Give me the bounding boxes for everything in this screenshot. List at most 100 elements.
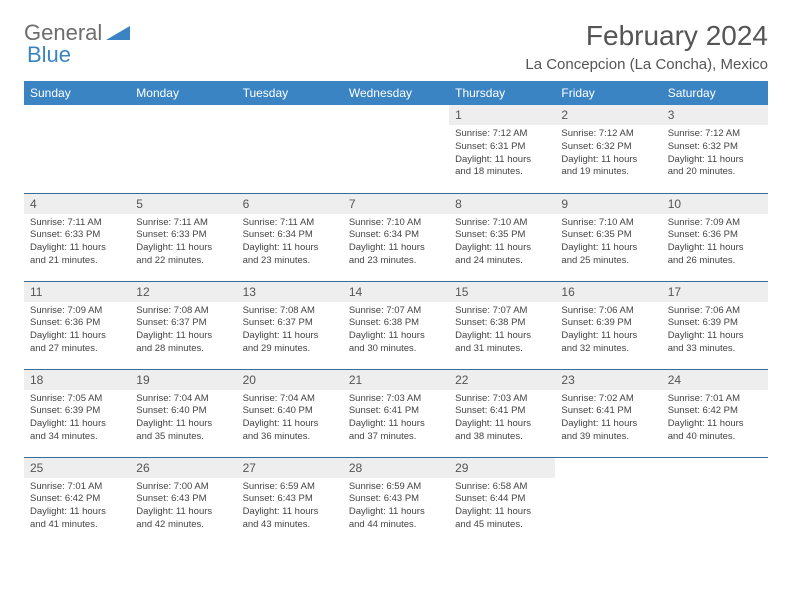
day-number: 13 <box>237 282 343 302</box>
day-number: 11 <box>24 282 130 302</box>
day-number: 9 <box>555 194 661 214</box>
day-number: 24 <box>662 370 768 390</box>
day-number: 6 <box>237 194 343 214</box>
calendar-day-cell: 14Sunrise: 7:07 AMSunset: 6:38 PMDayligh… <box>343 281 449 369</box>
calendar-day-cell: 8Sunrise: 7:10 AMSunset: 6:35 PMDaylight… <box>449 193 555 281</box>
weekday-header: Tuesday <box>237 81 343 105</box>
day-details: Sunrise: 7:10 AMSunset: 6:35 PMDaylight:… <box>555 214 661 272</box>
calendar-empty-cell <box>662 457 768 545</box>
calendar-empty-cell <box>130 105 236 193</box>
weekday-header: Monday <box>130 81 236 105</box>
day-number: 20 <box>237 370 343 390</box>
calendar-week-row: 4Sunrise: 7:11 AMSunset: 6:33 PMDaylight… <box>24 193 768 281</box>
day-number: 3 <box>662 105 768 125</box>
calendar-day-cell: 4Sunrise: 7:11 AMSunset: 6:33 PMDaylight… <box>24 193 130 281</box>
calendar-day-cell: 7Sunrise: 7:10 AMSunset: 6:34 PMDaylight… <box>343 193 449 281</box>
day-details: Sunrise: 7:12 AMSunset: 6:32 PMDaylight:… <box>662 125 768 183</box>
day-details: Sunrise: 7:03 AMSunset: 6:41 PMDaylight:… <box>449 390 555 448</box>
weekday-header: Friday <box>555 81 661 105</box>
day-details: Sunrise: 7:00 AMSunset: 6:43 PMDaylight:… <box>130 478 236 536</box>
day-number: 26 <box>130 458 236 478</box>
day-number: 2 <box>555 105 661 125</box>
day-number: 10 <box>662 194 768 214</box>
calendar-day-cell: 11Sunrise: 7:09 AMSunset: 6:36 PMDayligh… <box>24 281 130 369</box>
day-number: 14 <box>343 282 449 302</box>
calendar-day-cell: 16Sunrise: 7:06 AMSunset: 6:39 PMDayligh… <box>555 281 661 369</box>
top-bar: General February 2024 La Concepcion (La … <box>24 20 768 73</box>
day-details: Sunrise: 7:11 AMSunset: 6:34 PMDaylight:… <box>237 214 343 272</box>
day-details: Sunrise: 7:01 AMSunset: 6:42 PMDaylight:… <box>24 478 130 536</box>
calendar-empty-cell <box>343 105 449 193</box>
calendar-day-cell: 23Sunrise: 7:02 AMSunset: 6:41 PMDayligh… <box>555 369 661 457</box>
calendar-day-cell: 1Sunrise: 7:12 AMSunset: 6:31 PMDaylight… <box>449 105 555 193</box>
calendar-week-row: 1Sunrise: 7:12 AMSunset: 6:31 PMDaylight… <box>24 105 768 193</box>
weekday-header: Thursday <box>449 81 555 105</box>
day-details: Sunrise: 7:08 AMSunset: 6:37 PMDaylight:… <box>237 302 343 360</box>
day-number: 8 <box>449 194 555 214</box>
calendar-day-cell: 19Sunrise: 7:04 AMSunset: 6:40 PMDayligh… <box>130 369 236 457</box>
calendar-day-cell: 29Sunrise: 6:58 AMSunset: 6:44 PMDayligh… <box>449 457 555 545</box>
day-number: 7 <box>343 194 449 214</box>
weekday-header: Saturday <box>662 81 768 105</box>
day-number: 23 <box>555 370 661 390</box>
day-number: 16 <box>555 282 661 302</box>
day-details: Sunrise: 7:02 AMSunset: 6:41 PMDaylight:… <box>555 390 661 448</box>
calendar-empty-cell <box>24 105 130 193</box>
calendar-day-cell: 15Sunrise: 7:07 AMSunset: 6:38 PMDayligh… <box>449 281 555 369</box>
day-details: Sunrise: 7:08 AMSunset: 6:37 PMDaylight:… <box>130 302 236 360</box>
day-details: Sunrise: 7:10 AMSunset: 6:35 PMDaylight:… <box>449 214 555 272</box>
day-number: 21 <box>343 370 449 390</box>
day-number: 19 <box>130 370 236 390</box>
calendar-day-cell: 2Sunrise: 7:12 AMSunset: 6:32 PMDaylight… <box>555 105 661 193</box>
day-number: 27 <box>237 458 343 478</box>
title-block: February 2024 La Concepcion (La Concha),… <box>525 20 768 73</box>
day-details: Sunrise: 7:09 AMSunset: 6:36 PMDaylight:… <box>24 302 130 360</box>
calendar-day-cell: 5Sunrise: 7:11 AMSunset: 6:33 PMDaylight… <box>130 193 236 281</box>
logo-text-2: Blue <box>27 42 71 68</box>
calendar-day-cell: 18Sunrise: 7:05 AMSunset: 6:39 PMDayligh… <box>24 369 130 457</box>
month-title: February 2024 <box>525 20 768 52</box>
calendar-day-cell: 3Sunrise: 7:12 AMSunset: 6:32 PMDaylight… <box>662 105 768 193</box>
day-details: Sunrise: 7:06 AMSunset: 6:39 PMDaylight:… <box>555 302 661 360</box>
calendar-day-cell: 26Sunrise: 7:00 AMSunset: 6:43 PMDayligh… <box>130 457 236 545</box>
day-details: Sunrise: 7:04 AMSunset: 6:40 PMDaylight:… <box>130 390 236 448</box>
day-number: 12 <box>130 282 236 302</box>
day-details: Sunrise: 7:03 AMSunset: 6:41 PMDaylight:… <box>343 390 449 448</box>
day-details: Sunrise: 7:11 AMSunset: 6:33 PMDaylight:… <box>130 214 236 272</box>
day-details: Sunrise: 7:12 AMSunset: 6:32 PMDaylight:… <box>555 125 661 183</box>
day-number: 1 <box>449 105 555 125</box>
day-number: 28 <box>343 458 449 478</box>
calendar-day-cell: 20Sunrise: 7:04 AMSunset: 6:40 PMDayligh… <box>237 369 343 457</box>
day-details: Sunrise: 7:12 AMSunset: 6:31 PMDaylight:… <box>449 125 555 183</box>
calendar-empty-cell <box>237 105 343 193</box>
day-number: 15 <box>449 282 555 302</box>
day-details: Sunrise: 7:09 AMSunset: 6:36 PMDaylight:… <box>662 214 768 272</box>
calendar-day-cell: 9Sunrise: 7:10 AMSunset: 6:35 PMDaylight… <box>555 193 661 281</box>
calendar-day-cell: 6Sunrise: 7:11 AMSunset: 6:34 PMDaylight… <box>237 193 343 281</box>
day-number: 5 <box>130 194 236 214</box>
day-details: Sunrise: 7:07 AMSunset: 6:38 PMDaylight:… <box>343 302 449 360</box>
calendar-day-cell: 12Sunrise: 7:08 AMSunset: 6:37 PMDayligh… <box>130 281 236 369</box>
calendar-day-cell: 13Sunrise: 7:08 AMSunset: 6:37 PMDayligh… <box>237 281 343 369</box>
day-number: 18 <box>24 370 130 390</box>
day-number: 17 <box>662 282 768 302</box>
day-details: Sunrise: 7:07 AMSunset: 6:38 PMDaylight:… <box>449 302 555 360</box>
calendar-day-cell: 22Sunrise: 7:03 AMSunset: 6:41 PMDayligh… <box>449 369 555 457</box>
day-number: 29 <box>449 458 555 478</box>
calendar-day-cell: 25Sunrise: 7:01 AMSunset: 6:42 PMDayligh… <box>24 457 130 545</box>
weekday-header: Sunday <box>24 81 130 105</box>
day-details: Sunrise: 7:04 AMSunset: 6:40 PMDaylight:… <box>237 390 343 448</box>
weekday-header-row: SundayMondayTuesdayWednesdayThursdayFrid… <box>24 81 768 105</box>
day-details: Sunrise: 7:06 AMSunset: 6:39 PMDaylight:… <box>662 302 768 360</box>
calendar-day-cell: 24Sunrise: 7:01 AMSunset: 6:42 PMDayligh… <box>662 369 768 457</box>
weekday-header: Wednesday <box>343 81 449 105</box>
calendar-week-row: 25Sunrise: 7:01 AMSunset: 6:42 PMDayligh… <box>24 457 768 545</box>
day-details: Sunrise: 7:05 AMSunset: 6:39 PMDaylight:… <box>24 390 130 448</box>
calendar-table: SundayMondayTuesdayWednesdayThursdayFrid… <box>24 81 768 545</box>
day-details: Sunrise: 7:01 AMSunset: 6:42 PMDaylight:… <box>662 390 768 448</box>
calendar-empty-cell <box>555 457 661 545</box>
day-details: Sunrise: 6:59 AMSunset: 6:43 PMDaylight:… <box>343 478 449 536</box>
location: La Concepcion (La Concha), Mexico <box>525 56 768 73</box>
calendar-day-cell: 28Sunrise: 6:59 AMSunset: 6:43 PMDayligh… <box>343 457 449 545</box>
day-details: Sunrise: 7:10 AMSunset: 6:34 PMDaylight:… <box>343 214 449 272</box>
